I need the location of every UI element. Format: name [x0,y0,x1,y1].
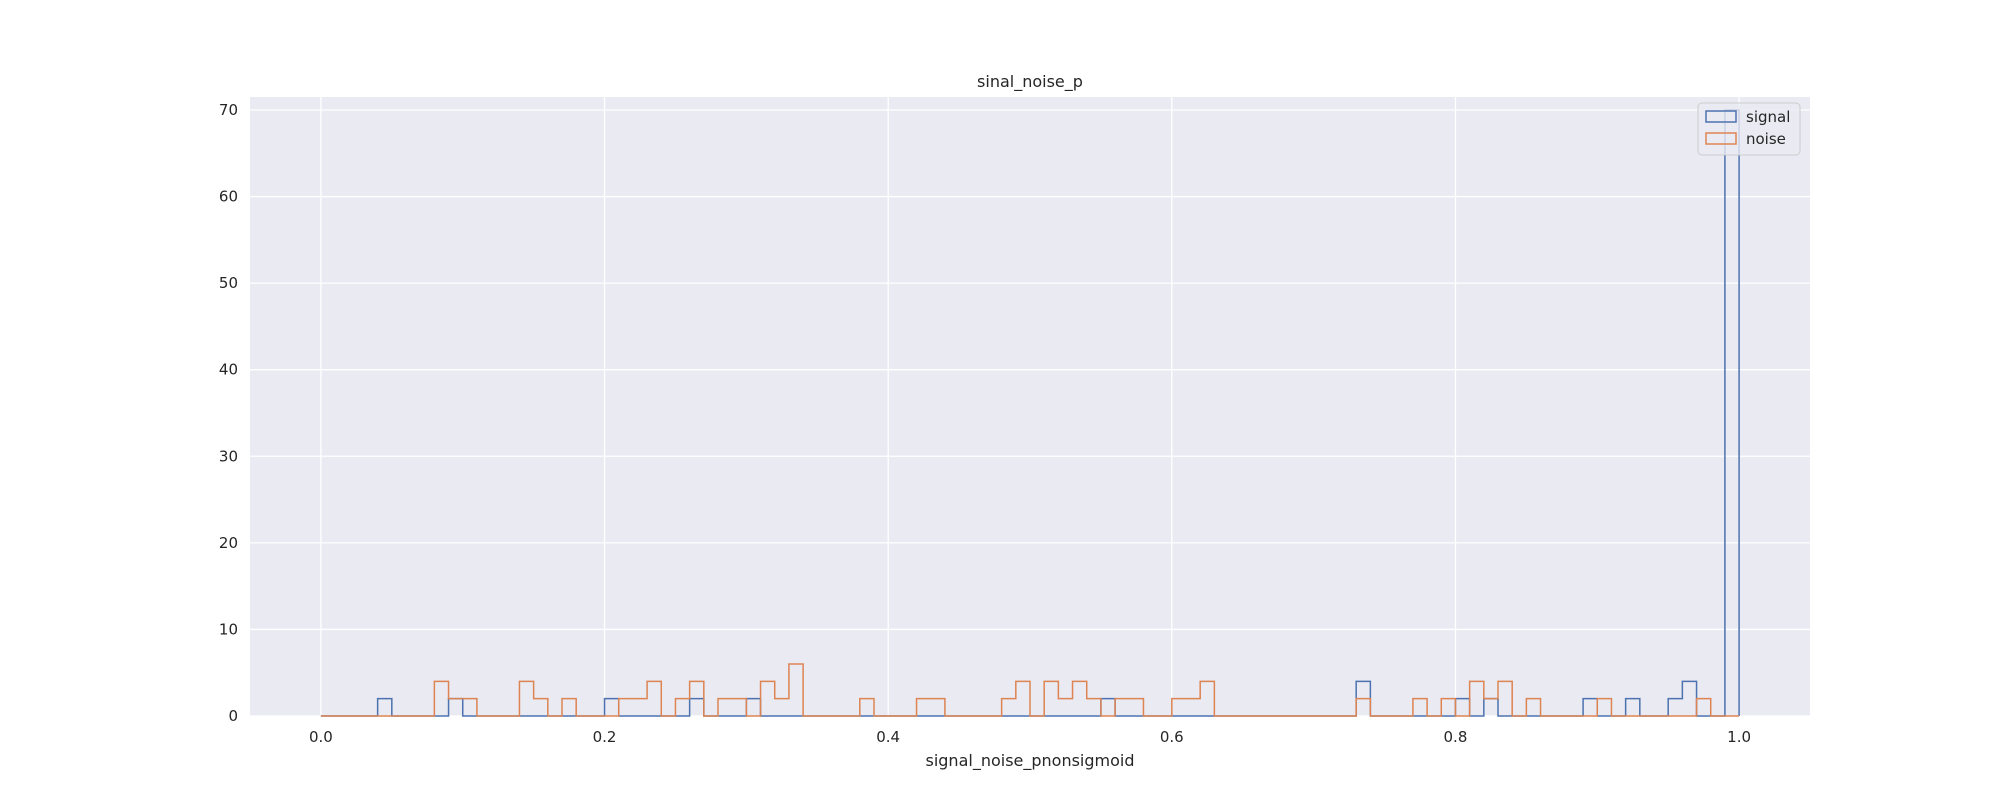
y-tick-label: 50 [219,274,238,292]
plot-area [250,97,1810,716]
y-tick-label: 70 [219,101,238,119]
y-tick-label: 60 [219,188,238,206]
x-tick-label: 1.0 [1727,728,1751,746]
legend-label-signal: signal [1746,108,1790,126]
x-tick-label: 0.4 [876,728,900,746]
legend: signal noise [1697,102,1801,156]
x-tick-label: 0.8 [1444,728,1468,746]
y-tick-label: 20 [219,534,238,552]
y-tick-label: 10 [219,620,238,638]
legend-label-noise: noise [1746,130,1786,148]
x-axis-ticks: 0.0 0.2 0.4 0.6 0.8 1.0 [309,728,1751,746]
legend-swatch-noise [1705,132,1737,145]
series-layer [320,109,1740,717]
legend-box [1697,102,1801,156]
legend-swatch-signal [1705,110,1737,123]
x-tick-label: 0.6 [1160,728,1184,746]
chart-title: sinal_noise_p [977,72,1083,92]
y-axis-ticks: 0 10 20 30 40 50 60 70 [219,101,238,725]
x-tick-label: 0.0 [309,728,333,746]
y-tick-label: 30 [219,447,238,465]
series-noise-step [320,663,1740,717]
x-tick-label: 0.2 [593,728,617,746]
y-tick-label: 40 [219,361,238,379]
x-axis-label: signal_noise_pnonsigmoid [925,751,1134,771]
y-tick-label: 0 [228,707,238,725]
